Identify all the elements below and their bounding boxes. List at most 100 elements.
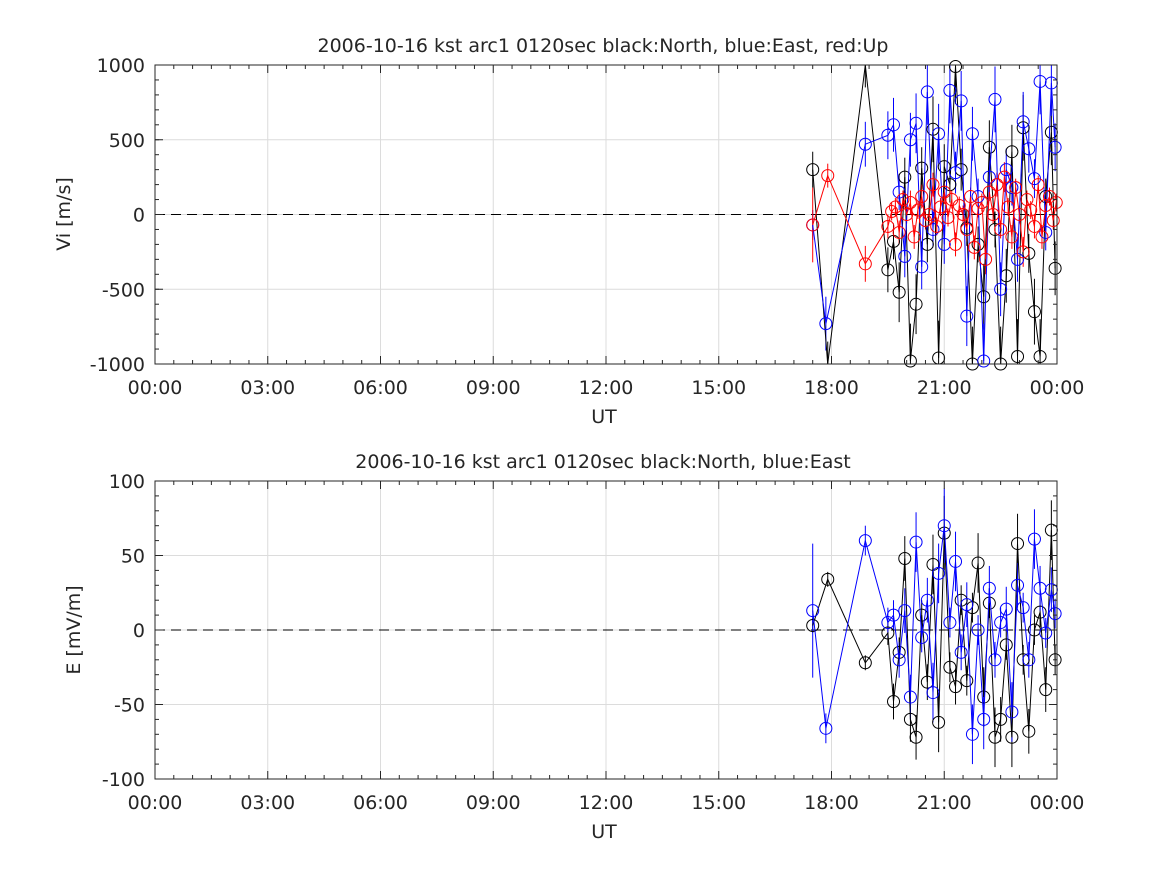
velocity-up-point — [979, 252, 993, 266]
velocity-up-point — [903, 196, 917, 210]
efield-north-point — [977, 690, 991, 704]
velocity-north-point — [971, 237, 985, 251]
velocity-up-point — [1001, 200, 1015, 214]
velocity-east-point — [1022, 142, 1036, 156]
velocity-up-point — [982, 185, 996, 199]
efield-east-point — [1005, 705, 1019, 719]
efield-panel: 2006-10-16 kst arc1 0120sec black:North,… — [63, 451, 1084, 843]
efield-east-point — [977, 712, 991, 726]
efield-east-point — [1016, 601, 1030, 615]
velocity-up-point — [881, 219, 895, 233]
efield-y-tick-labels: -100 -50 0 50 100 — [102, 471, 145, 791]
efield-east-point — [806, 604, 820, 618]
efield-north-point — [1011, 537, 1025, 551]
velocity-up-point — [956, 208, 970, 221]
velocity-east-point — [1048, 140, 1062, 154]
efield-east-point — [965, 727, 979, 741]
velocity-east-point — [937, 237, 951, 251]
efield-east-point — [898, 604, 912, 618]
efield-east-point — [892, 653, 906, 667]
velocity-up-point — [1049, 196, 1063, 210]
efield-north-point — [821, 572, 835, 586]
efield-east-point — [954, 645, 968, 659]
efield-east-point — [949, 554, 963, 568]
velocity-north-point — [982, 140, 996, 154]
velocity-up-point — [997, 170, 1011, 184]
velocity-north-point — [1027, 305, 1041, 319]
velocity-up-point — [922, 208, 936, 221]
efield-east-point — [994, 616, 1008, 630]
velocity-north-point — [903, 354, 917, 368]
efield-y-tick-label-0: -100 — [102, 769, 145, 791]
efield-east-point — [858, 534, 872, 548]
efield-east-point — [1027, 532, 1041, 546]
velocity-north-point — [806, 163, 820, 177]
velocity-x-tick-label-8: 00:00 — [1030, 377, 1085, 399]
velocity-east-point — [943, 83, 957, 97]
velocity-north-point — [988, 222, 1002, 236]
velocity-y-tick-label-1: -500 — [102, 279, 145, 301]
efield-series — [806, 519, 1062, 744]
velocity-up-point — [994, 222, 1008, 236]
velocity-east-point — [1039, 225, 1053, 239]
velocity-east-point — [994, 282, 1008, 296]
velocity-up-point — [990, 178, 1004, 192]
velocity-x-tick-label-2: 06:00 — [353, 377, 408, 399]
efield-north-point — [949, 680, 963, 694]
velocity-up-point — [911, 203, 925, 217]
velocity-east-point — [954, 94, 968, 108]
velocity-up-point — [952, 199, 966, 213]
velocity-east-point — [988, 92, 1002, 106]
velocity-east-point — [949, 166, 963, 180]
velocity-up-point — [975, 196, 989, 210]
velocity-east-point — [819, 317, 833, 331]
velocity-east-point — [903, 133, 917, 147]
velocity-up-point — [888, 200, 902, 214]
efield-north-point — [1022, 724, 1036, 738]
velocity-up-point — [1024, 203, 1038, 217]
velocity-up-point — [885, 205, 899, 219]
efield-north-line — [812, 530, 1056, 738]
efield-north-point — [898, 551, 912, 565]
efield-east-point — [1011, 578, 1025, 592]
velocity-up-point — [986, 208, 1000, 221]
velocity-east-point — [999, 163, 1013, 177]
efield-x-tick-label-3: 09:00 — [466, 792, 521, 814]
efield-north-point — [960, 674, 974, 688]
velocity-north-point — [1022, 246, 1036, 260]
velocity-east-point — [858, 137, 872, 151]
velocity-north-point — [1033, 350, 1047, 364]
velocity-up-point — [821, 169, 835, 183]
velocity-east-point — [960, 309, 974, 323]
velocity-east-point — [887, 118, 901, 132]
efield-east-point — [982, 581, 996, 595]
velocity-north-point — [920, 237, 934, 251]
velocity-up-point — [1031, 178, 1045, 192]
velocity-north-point — [1039, 190, 1053, 204]
velocity-north-point — [1011, 350, 1025, 364]
velocity-up-point — [967, 240, 981, 254]
efield-north-point — [1005, 730, 1019, 744]
efield-east-point — [971, 623, 985, 637]
velocity-north-point — [937, 160, 951, 174]
velocity-north-point — [1005, 145, 1019, 159]
velocity-east-point — [915, 260, 929, 274]
velocity-north-point — [898, 170, 912, 184]
velocity-title: 2006-10-16 kst arc1 0120sec black:North,… — [317, 35, 888, 57]
efield-x-tick-label-4: 12:00 — [579, 792, 634, 814]
velocity-north-point — [892, 285, 906, 299]
efield-y-tick-label-2: 0 — [133, 620, 145, 642]
velocity-up-point — [858, 257, 872, 271]
efield-east-point — [1022, 653, 1036, 667]
efield-north-point — [932, 715, 946, 729]
efield-east-line — [812, 525, 1056, 735]
efield-north-point — [1033, 605, 1047, 619]
velocity-y-tick-label-0: -1000 — [90, 354, 145, 376]
velocity-up-point — [1027, 219, 1041, 233]
velocity-north-point — [881, 263, 895, 277]
efield-north-point — [915, 608, 929, 622]
velocity-north-point — [949, 59, 963, 73]
efield-north-point — [971, 556, 985, 570]
velocity-x-tick-label-3: 09:00 — [466, 377, 521, 399]
